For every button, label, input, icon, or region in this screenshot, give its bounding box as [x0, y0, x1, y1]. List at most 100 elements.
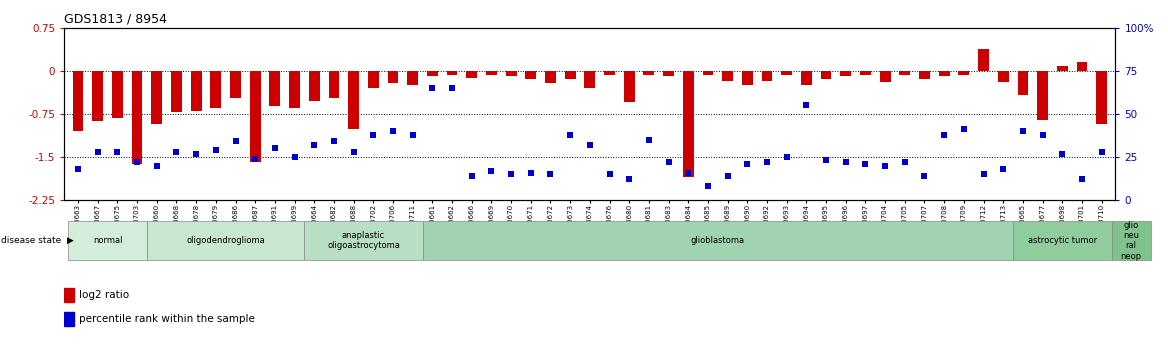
- Bar: [72, 71, 83, 131]
- Point: [345, 149, 363, 155]
- Bar: [486, 71, 496, 75]
- Point: [836, 159, 855, 165]
- Bar: [584, 71, 596, 88]
- Bar: [147, 221, 305, 260]
- Text: GDS1813 / 8954: GDS1813 / 8954: [64, 12, 167, 25]
- Bar: [663, 71, 674, 77]
- Bar: [762, 71, 772, 81]
- Bar: [821, 71, 832, 79]
- Bar: [1097, 71, 1107, 124]
- Bar: [526, 71, 536, 79]
- Point: [876, 163, 895, 168]
- Bar: [860, 71, 871, 75]
- Text: log2 ratio: log2 ratio: [78, 290, 128, 300]
- Bar: [959, 71, 969, 75]
- Point: [659, 159, 677, 165]
- Text: glioblastoma: glioblastoma: [690, 236, 745, 245]
- Bar: [1057, 66, 1068, 71]
- Point: [994, 166, 1013, 172]
- Bar: [190, 71, 202, 111]
- Point: [580, 142, 599, 148]
- Bar: [565, 71, 576, 79]
- Point: [245, 156, 264, 161]
- Point: [561, 132, 579, 137]
- Point: [423, 85, 442, 91]
- Bar: [290, 71, 300, 108]
- Bar: [939, 71, 950, 77]
- Point: [325, 139, 343, 144]
- Point: [364, 132, 383, 137]
- Point: [285, 154, 304, 160]
- Bar: [644, 71, 654, 75]
- Bar: [427, 71, 438, 77]
- Point: [1072, 177, 1091, 182]
- Bar: [446, 71, 458, 75]
- Bar: [308, 71, 320, 101]
- Text: glio
neu
ral
neop: glio neu ral neop: [1120, 220, 1142, 261]
- Text: normal: normal: [92, 236, 123, 245]
- Bar: [466, 71, 478, 78]
- Point: [167, 149, 186, 155]
- Point: [600, 171, 619, 177]
- Bar: [742, 71, 752, 85]
- Bar: [702, 71, 714, 75]
- Bar: [1037, 71, 1048, 120]
- Point: [147, 163, 166, 168]
- Point: [69, 166, 88, 172]
- Bar: [152, 71, 162, 124]
- Point: [1034, 132, 1052, 137]
- Point: [758, 159, 777, 165]
- Point: [187, 151, 206, 156]
- Bar: [624, 71, 634, 102]
- Point: [1014, 128, 1033, 134]
- Point: [227, 139, 245, 144]
- Point: [541, 171, 559, 177]
- Bar: [722, 71, 734, 81]
- Bar: [68, 221, 147, 260]
- Bar: [781, 71, 792, 75]
- Text: oligodendroglioma: oligodendroglioma: [186, 236, 265, 245]
- Bar: [348, 71, 359, 129]
- Bar: [388, 71, 398, 83]
- Point: [502, 171, 521, 177]
- Point: [778, 154, 797, 160]
- Point: [305, 142, 324, 148]
- Point: [640, 137, 659, 142]
- Bar: [997, 71, 1009, 82]
- Bar: [270, 71, 280, 106]
- Point: [383, 128, 402, 134]
- Point: [1092, 149, 1111, 155]
- Point: [974, 171, 993, 177]
- Point: [954, 127, 973, 132]
- Bar: [64, 288, 75, 302]
- Bar: [604, 71, 614, 75]
- Bar: [408, 71, 418, 85]
- Text: anaplastic
oligoastrocytoma: anaplastic oligoastrocytoma: [327, 231, 399, 250]
- Point: [896, 159, 915, 165]
- Bar: [423, 221, 1013, 260]
- Bar: [978, 49, 989, 71]
- Point: [916, 173, 934, 179]
- Point: [698, 184, 717, 189]
- Text: astrocytic tumor: astrocytic tumor: [1028, 236, 1097, 245]
- Point: [265, 146, 284, 151]
- Point: [521, 170, 540, 175]
- Bar: [112, 71, 123, 118]
- Point: [127, 159, 146, 165]
- Bar: [545, 71, 556, 83]
- Bar: [64, 312, 75, 326]
- Text: percentile rank within the sample: percentile rank within the sample: [78, 314, 255, 324]
- Bar: [1077, 62, 1087, 71]
- Point: [89, 149, 107, 155]
- Point: [856, 161, 875, 167]
- Bar: [899, 71, 910, 75]
- Text: disease state  ▶: disease state ▶: [1, 236, 74, 245]
- Point: [816, 158, 835, 163]
- Bar: [230, 71, 241, 98]
- Bar: [1013, 221, 1112, 260]
- Point: [620, 177, 639, 182]
- Bar: [305, 221, 423, 260]
- Bar: [210, 71, 221, 108]
- Bar: [328, 71, 340, 98]
- Point: [934, 132, 953, 137]
